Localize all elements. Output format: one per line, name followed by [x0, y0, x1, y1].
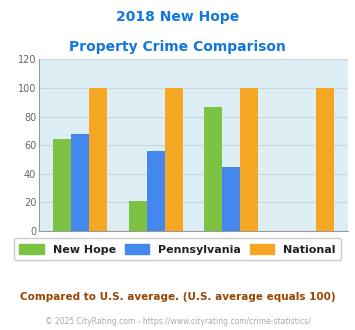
- Text: 2018 New Hope: 2018 New Hope: [116, 10, 239, 24]
- Text: © 2025 CityRating.com - https://www.cityrating.com/crime-statistics/: © 2025 CityRating.com - https://www.city…: [45, 317, 310, 326]
- Legend: New Hope, Pennsylvania, National: New Hope, Pennsylvania, National: [14, 238, 341, 260]
- Text: Compared to U.S. average. (U.S. average equals 100): Compared to U.S. average. (U.S. average …: [20, 292, 335, 302]
- Bar: [316, 88, 334, 231]
- Bar: [204, 107, 222, 231]
- Bar: [147, 151, 165, 231]
- Bar: [165, 88, 183, 231]
- Text: Property Crime Comparison: Property Crime Comparison: [69, 40, 286, 53]
- Bar: [53, 140, 71, 231]
- Bar: [129, 201, 147, 231]
- Bar: [71, 134, 89, 231]
- Bar: [240, 88, 258, 231]
- Bar: [89, 88, 108, 231]
- Bar: [222, 167, 240, 231]
